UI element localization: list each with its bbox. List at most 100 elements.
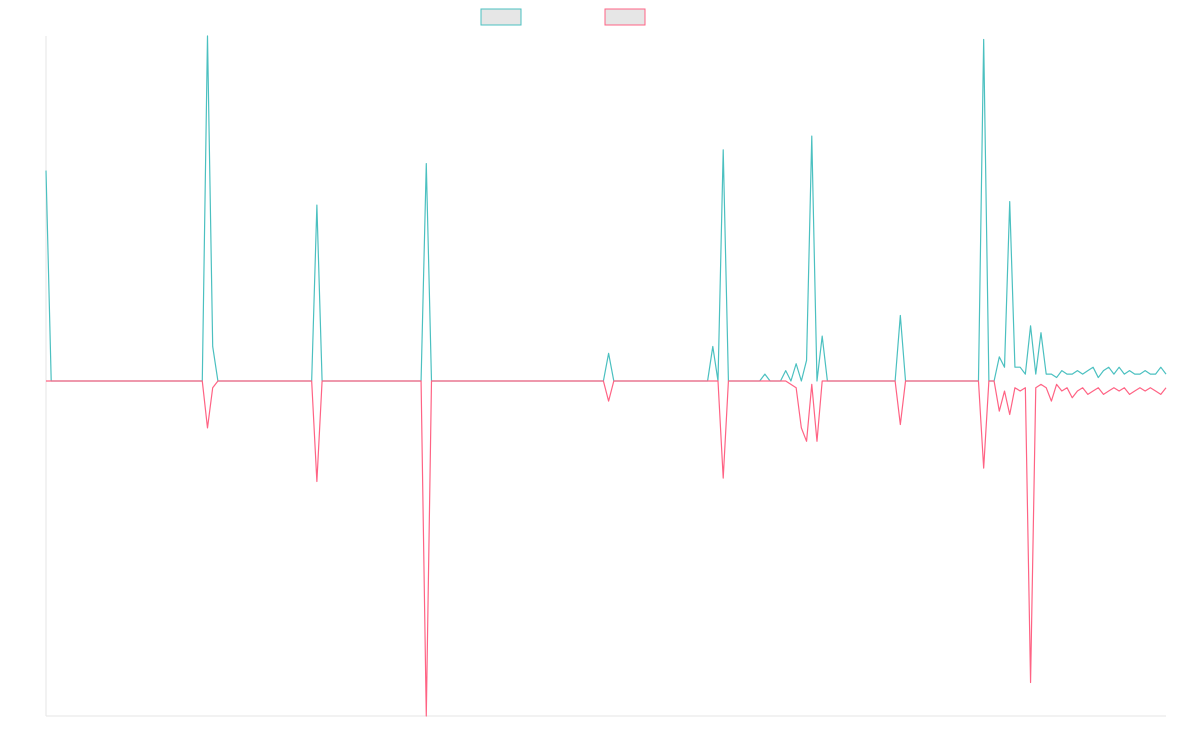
data-point[interactable] (74, 378, 80, 384)
data-point[interactable] (710, 344, 716, 350)
data-point[interactable] (642, 378, 648, 384)
data-point[interactable] (1147, 385, 1153, 391)
data-point[interactable] (830, 378, 836, 384)
data-point[interactable] (1095, 375, 1101, 381)
data-point[interactable] (423, 713, 429, 719)
data-point[interactable] (257, 378, 263, 384)
data-point[interactable] (1069, 371, 1075, 377)
data-point[interactable] (486, 378, 492, 384)
data-point[interactable] (1085, 368, 1091, 374)
data-point[interactable] (1074, 368, 1080, 374)
data-point[interactable] (757, 378, 763, 384)
data-point[interactable] (793, 385, 799, 391)
data-point[interactable] (168, 378, 174, 384)
legend-swatch-2[interactable] (604, 8, 646, 26)
data-point[interactable] (897, 422, 903, 428)
data-point[interactable] (1048, 398, 1054, 404)
data-point[interactable] (1085, 391, 1091, 397)
data-point[interactable] (220, 378, 226, 384)
data-point[interactable] (366, 378, 372, 384)
data-point[interactable] (923, 378, 929, 384)
data-point[interactable] (559, 378, 565, 384)
data-point[interactable] (106, 378, 112, 384)
data-point[interactable] (668, 378, 674, 384)
data-point[interactable] (694, 378, 700, 384)
data-point[interactable] (314, 202, 320, 208)
data-point[interactable] (903, 378, 909, 384)
data-point[interactable] (225, 378, 231, 384)
data-point[interactable] (840, 378, 846, 384)
data-point[interactable] (767, 378, 773, 384)
data-point[interactable] (527, 378, 533, 384)
data-point[interactable] (507, 378, 513, 384)
data-point[interactable] (298, 378, 304, 384)
data-point[interactable] (1137, 371, 1143, 377)
data-point[interactable] (746, 378, 752, 384)
data-point[interactable] (142, 378, 148, 384)
legend[interactable] (480, 8, 646, 26)
data-point[interactable] (1007, 199, 1013, 205)
data-point[interactable] (1100, 368, 1106, 374)
data-point[interactable] (1002, 364, 1008, 370)
data-point[interactable] (319, 378, 325, 384)
data-point[interactable] (814, 378, 820, 384)
data-point[interactable] (590, 378, 596, 384)
data-point[interactable] (444, 378, 450, 384)
data-point[interactable] (178, 378, 184, 384)
data-point[interactable] (720, 475, 726, 481)
data-point[interactable] (1116, 364, 1122, 370)
data-point[interactable] (43, 378, 49, 384)
data-point[interactable] (554, 378, 560, 384)
data-point[interactable] (533, 378, 539, 384)
data-point[interactable] (100, 378, 106, 384)
data-point[interactable] (132, 378, 138, 384)
data-point[interactable] (1163, 371, 1169, 377)
data-point[interactable] (679, 378, 685, 384)
data-point[interactable] (1080, 385, 1086, 391)
data-point[interactable] (876, 378, 882, 384)
data-point[interactable] (913, 378, 919, 384)
data-point[interactable] (189, 378, 195, 384)
data-point[interactable] (116, 378, 122, 384)
data-point[interactable] (632, 378, 638, 384)
data-point[interactable] (970, 378, 976, 384)
data-point[interactable] (293, 378, 299, 384)
data-point[interactable] (215, 378, 221, 384)
data-point[interactable] (324, 378, 330, 384)
data-point[interactable] (720, 147, 726, 153)
data-point[interactable] (1132, 388, 1138, 394)
data-point[interactable] (387, 378, 393, 384)
data-point[interactable] (330, 378, 336, 384)
data-point[interactable] (975, 378, 981, 384)
data-point[interactable] (684, 378, 690, 384)
data-point[interactable] (79, 378, 85, 384)
data-point[interactable] (1153, 388, 1159, 394)
data-point[interactable] (288, 378, 294, 384)
data-point[interactable] (1127, 368, 1133, 374)
data-point[interactable] (1100, 391, 1106, 397)
data-point[interactable] (658, 378, 664, 384)
data-point[interactable] (1022, 371, 1028, 377)
data-point[interactable] (1163, 385, 1169, 391)
data-point[interactable] (1064, 385, 1070, 391)
data-point[interactable] (428, 378, 434, 384)
data-point[interactable] (246, 378, 252, 384)
data-point[interactable] (90, 378, 96, 384)
data-point[interactable] (59, 378, 65, 384)
data-point[interactable] (1106, 364, 1112, 370)
data-point[interactable] (887, 378, 893, 384)
data-point[interactable] (564, 378, 570, 384)
data-point[interactable] (965, 378, 971, 384)
data-point[interactable] (788, 381, 794, 387)
data-point[interactable] (335, 378, 341, 384)
data-point[interactable] (1106, 388, 1112, 394)
data-point[interactable] (1158, 391, 1164, 397)
data-point[interactable] (731, 378, 737, 384)
data-point[interactable] (1038, 381, 1044, 387)
data-point[interactable] (637, 378, 643, 384)
data-point[interactable] (809, 133, 815, 139)
data-point[interactable] (762, 378, 768, 384)
data-point[interactable] (283, 378, 289, 384)
data-point[interactable] (600, 378, 606, 384)
data-point[interactable] (152, 378, 158, 384)
